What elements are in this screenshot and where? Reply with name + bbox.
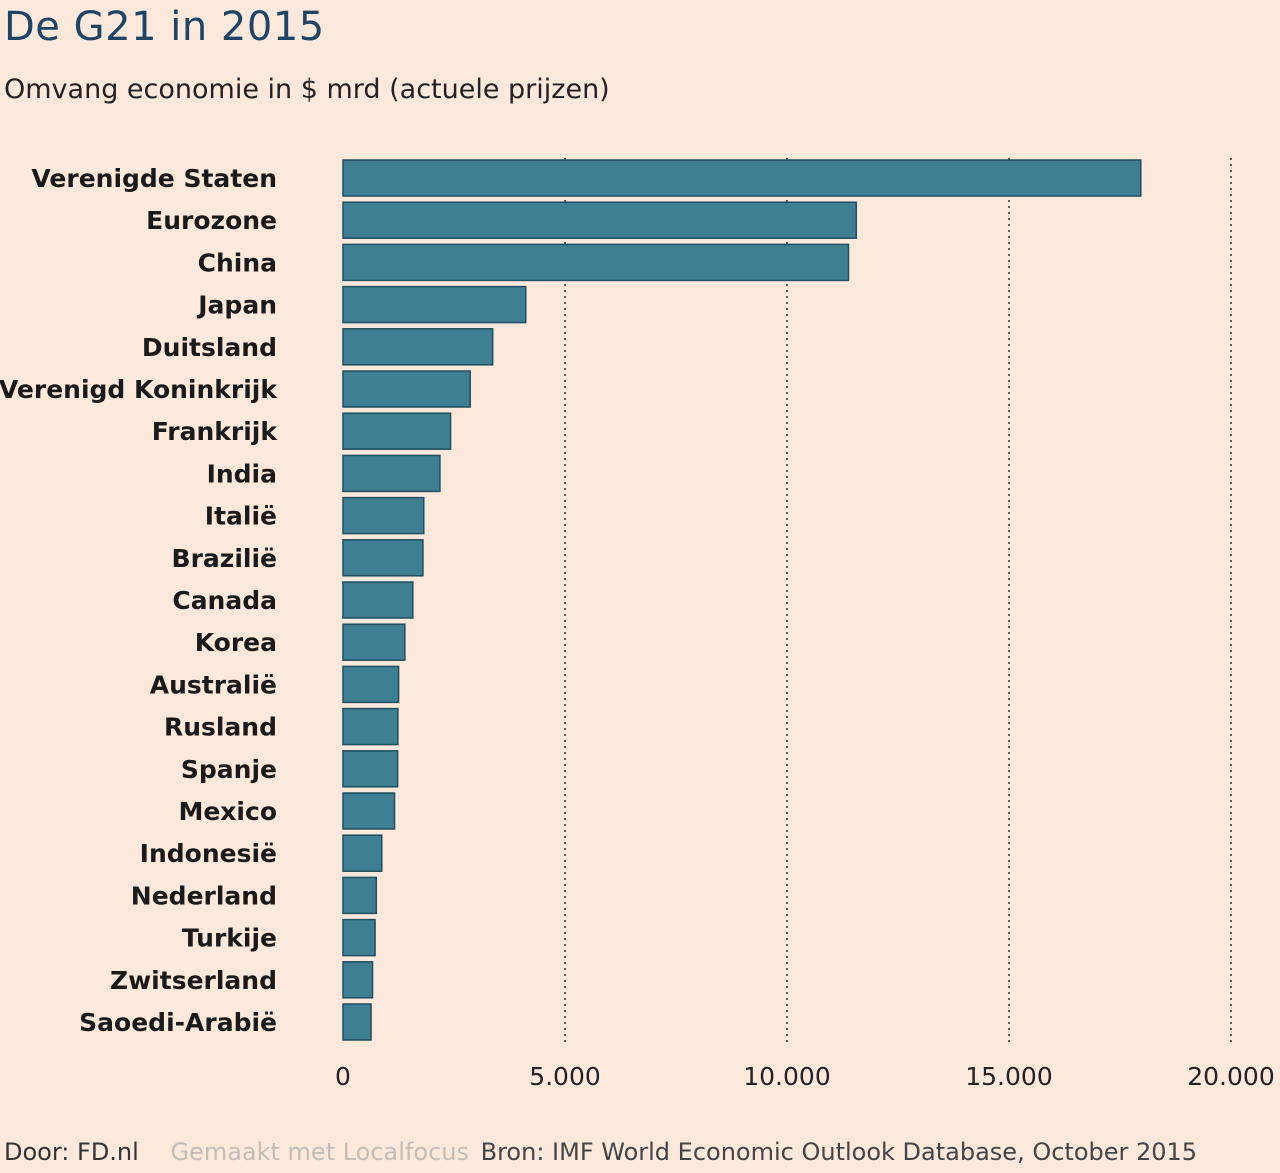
bar — [342, 834, 383, 872]
category-label: Spanje — [181, 755, 277, 784]
x-tick-label: 15.000 — [965, 1062, 1052, 1091]
category-label: India — [207, 459, 277, 488]
bar — [342, 707, 399, 746]
bar — [342, 201, 858, 239]
category-label: Canada — [172, 586, 277, 615]
category-label: Verenigd Koninkrijk — [0, 375, 278, 404]
bar — [342, 412, 452, 450]
bar — [342, 370, 471, 408]
footer-made-with[interactable]: Gemaakt met Localfocus — [170, 1138, 469, 1166]
bar — [342, 285, 527, 324]
bar — [342, 539, 424, 577]
category-label: Frankrijk — [152, 417, 279, 446]
category-label: Australië — [150, 670, 277, 699]
x-tick-label: 0 — [335, 1062, 351, 1091]
category-label: Rusland — [164, 713, 277, 742]
bar — [342, 665, 400, 704]
bar — [342, 961, 374, 999]
category-label: Nederland — [131, 881, 277, 910]
footer-author: Door: FD.nl — [4, 1138, 139, 1166]
bar — [342, 328, 494, 366]
category-label: Turkije — [182, 924, 277, 953]
category-label: Zwitserland — [110, 966, 277, 995]
bar — [342, 918, 376, 957]
chart-subtitle: Omvang economie in $ mrd (actuele prijze… — [4, 74, 610, 105]
bar — [342, 750, 399, 788]
bar — [342, 581, 414, 619]
bar — [342, 243, 850, 282]
x-tick-label: 5.000 — [529, 1062, 601, 1091]
category-label: Korea — [195, 628, 277, 657]
bar-chart: Verenigde Staten Eurozone China Japan Duitsl… — [0, 158, 1275, 1091]
bar — [342, 1003, 372, 1041]
category-label: Eurozone — [146, 206, 277, 235]
bar — [342, 623, 406, 661]
bar — [342, 454, 441, 493]
footer-source: Bron: IMF World Economic Outlook Databas… — [480, 1138, 1198, 1166]
category-label: Verenigde Staten — [31, 164, 277, 193]
category-label: China — [198, 248, 277, 277]
category-label: Italië — [205, 502, 277, 531]
category-label: Indonesië — [140, 839, 277, 868]
x-tick-label: 10.000 — [743, 1062, 830, 1091]
bar — [342, 876, 378, 915]
bar — [342, 496, 425, 535]
chart-title: De G21 in 2015 — [4, 4, 325, 50]
x-tick-label: 20.000 — [1187, 1062, 1274, 1091]
category-label: Saoedi-Arabië — [79, 1008, 277, 1037]
bar — [342, 159, 1142, 197]
category-label: Mexico — [178, 797, 277, 826]
category-label: Japan — [196, 291, 277, 320]
bar — [342, 792, 396, 830]
category-label: Duitsland — [142, 333, 277, 362]
category-label: Brazilië — [172, 544, 277, 573]
footer: Door: FD.nl Gemaakt met Localfocus Bron:… — [4, 1138, 1197, 1166]
